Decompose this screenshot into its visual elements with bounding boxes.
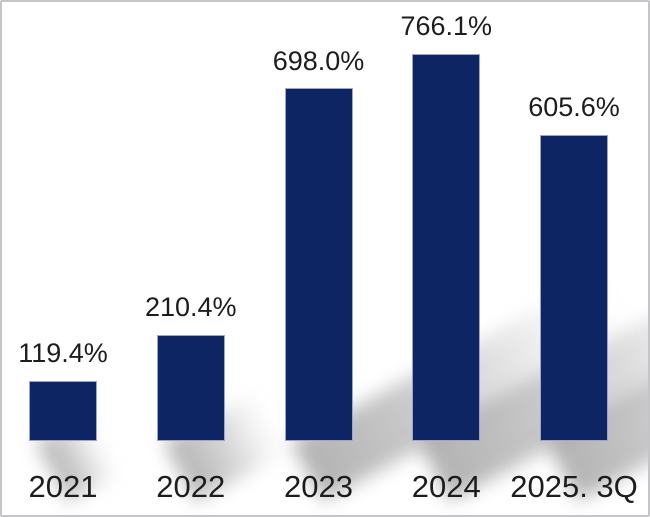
axis-label: 2024 — [411, 469, 481, 504]
value-label: 119.4% — [18, 338, 108, 368]
axis-label: 2023 — [284, 469, 353, 504]
axis-label: 2022 — [156, 469, 226, 504]
value-label: 210.4% — [144, 292, 237, 323]
axis-label: 2025. 3Q — [510, 469, 638, 504]
bar — [156, 334, 225, 441]
value-label: 605.6% — [528, 92, 620, 123]
value-label: 766.1% — [400, 11, 493, 42]
axis-label: 2021 — [28, 469, 98, 504]
bar — [540, 135, 608, 441]
bar — [412, 54, 481, 441]
value-label: 698.0% — [272, 45, 365, 76]
bar — [284, 88, 353, 441]
bar — [29, 380, 97, 441]
